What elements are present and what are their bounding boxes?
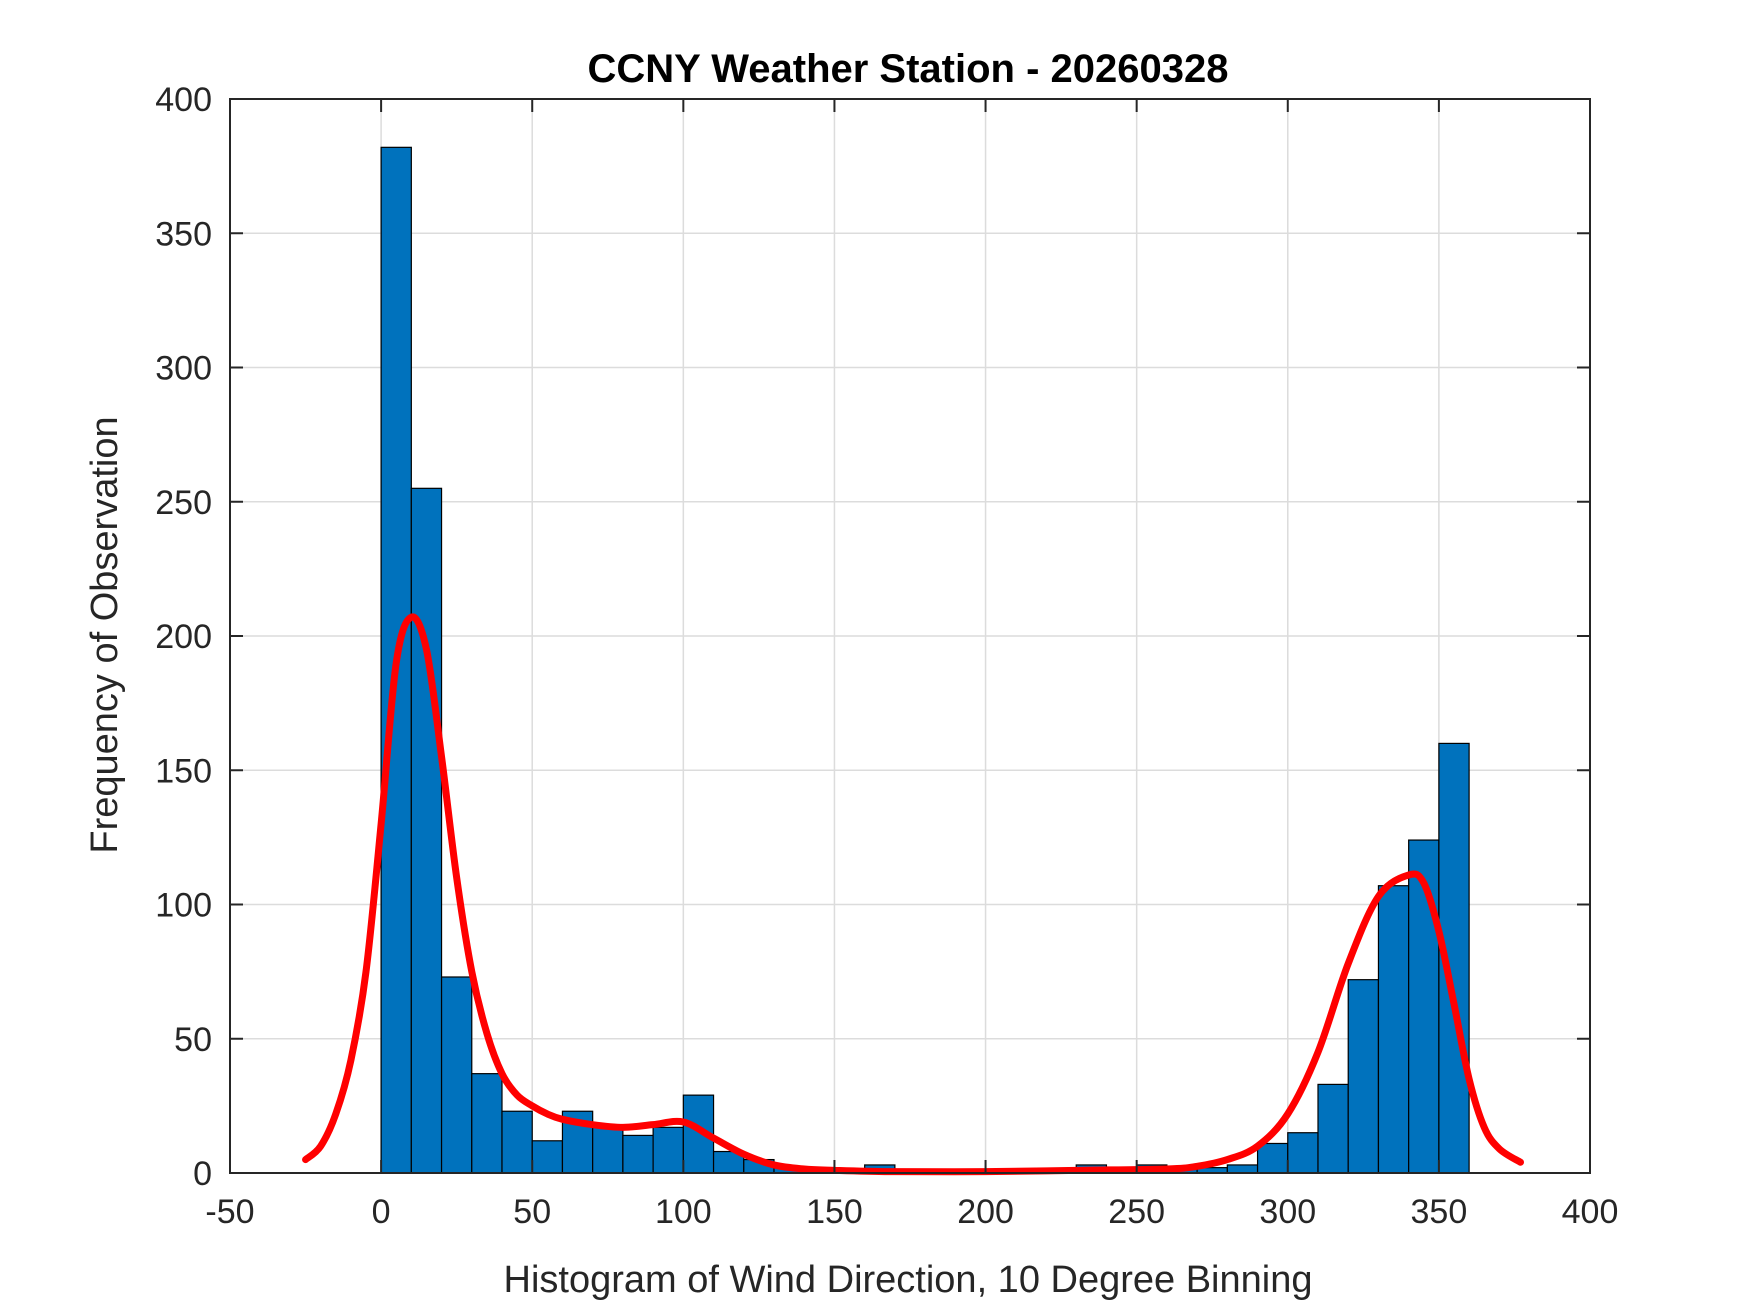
- density-curve: [302, 613, 1524, 1176]
- histogram-bar: [410, 487, 443, 1174]
- x-tick-label: 200: [957, 1193, 1014, 1231]
- y-tick-label: 350: [155, 215, 212, 253]
- y-tick-label: 250: [155, 484, 212, 522]
- histogram-bar: [471, 1073, 503, 1174]
- density-curve-line: [302, 613, 1524, 1176]
- x-tick-label: 300: [1259, 1193, 1316, 1231]
- histogram-bar: [1347, 979, 1380, 1174]
- histogram-bar: [1287, 1132, 1319, 1174]
- histogram-bar: [1377, 885, 1410, 1174]
- histogram-bar: [1317, 1083, 1349, 1174]
- y-tick-labels: 0 50 100 150 200 250 300 350 400: [155, 81, 212, 1193]
- y-tick-label: 200: [155, 618, 212, 656]
- histogram-bar: [501, 1110, 533, 1174]
- x-tick-labels: -50 0 50 100 150 200 250 300 350 400: [205, 1193, 1618, 1231]
- y-tick-label: 50: [174, 1021, 212, 1059]
- y-tick-label: 0: [193, 1155, 212, 1193]
- x-tick-label: 250: [1108, 1193, 1165, 1231]
- histogram-bars: [380, 146, 1470, 1174]
- y-tick-label: 300: [155, 350, 212, 388]
- x-tick-label: 400: [1562, 1193, 1619, 1231]
- y-tick-label: 100: [155, 887, 212, 925]
- histogram-bar: [1226, 1164, 1259, 1174]
- histogram-bar: [592, 1124, 624, 1174]
- x-tick-label: 100: [655, 1193, 712, 1231]
- x-tick-label: 350: [1411, 1193, 1468, 1231]
- histogram-bar: [1256, 1142, 1289, 1174]
- histogram-bar: [622, 1134, 654, 1174]
- histogram-bar: [531, 1140, 564, 1174]
- chart-title: CCNY Weather Station - 20260328: [588, 47, 1229, 91]
- y-axis-label: Frequency of Observation: [84, 416, 126, 853]
- x-tick-label: -50: [205, 1193, 254, 1231]
- histogram-bar: [652, 1126, 684, 1174]
- histogram-bar: [440, 976, 473, 1174]
- x-tick-label: 50: [513, 1193, 551, 1231]
- histogram-bar: [1408, 839, 1440, 1174]
- y-tick-label: 150: [155, 752, 212, 790]
- y-tick-label: 400: [155, 81, 212, 119]
- x-tick-label: 150: [806, 1193, 863, 1231]
- x-tick-label: 0: [372, 1193, 391, 1231]
- x-axis-label: Histogram of Wind Direction, 10 Degree B…: [504, 1259, 1313, 1301]
- tick-marks: [229, 98, 1591, 1174]
